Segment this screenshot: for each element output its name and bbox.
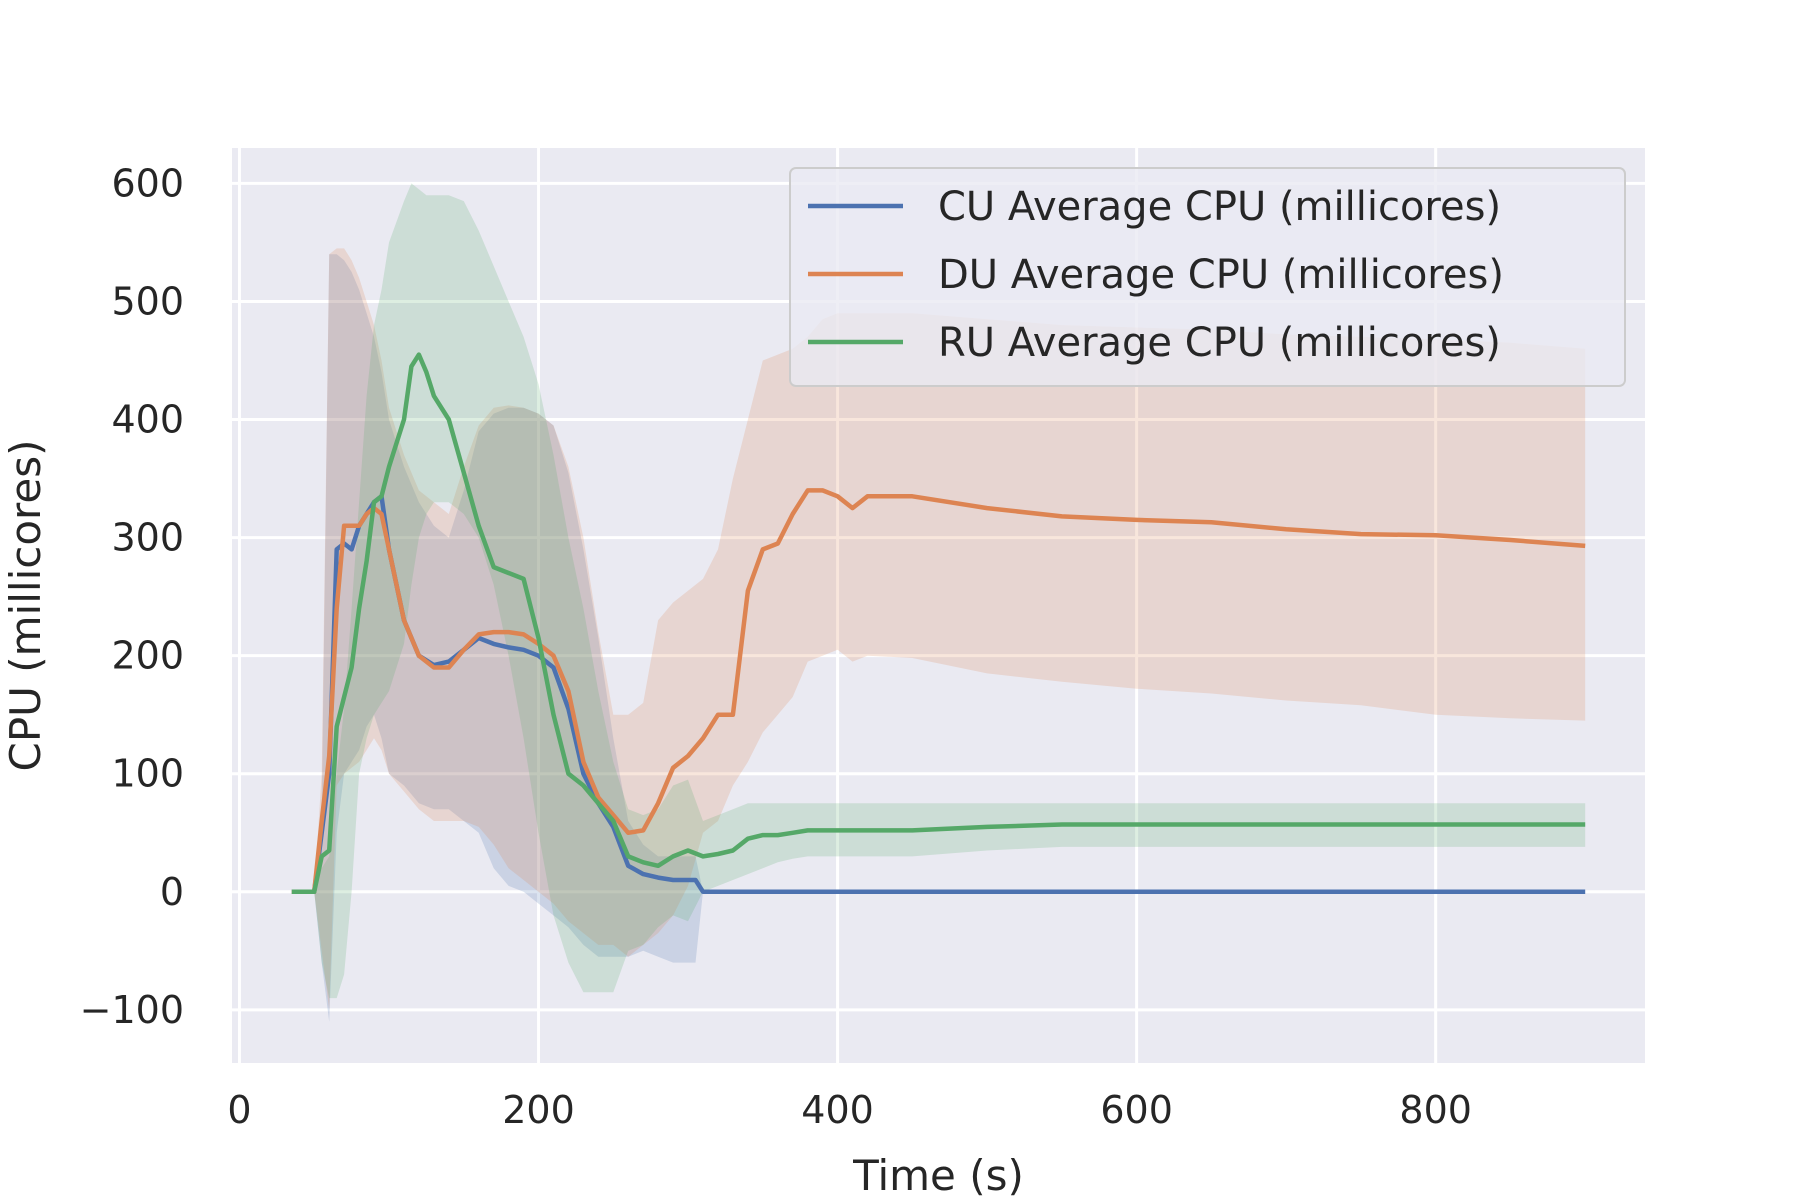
y-tick-label: −100: [80, 988, 184, 1032]
x-tick-label: 600: [1100, 1088, 1173, 1132]
y-tick-label: 500: [111, 279, 184, 323]
series-lines: [291, 352, 1586, 895]
legend-box: [789, 167, 1626, 387]
y-axis-label: CPU (millicores): [1, 440, 50, 772]
y-tick-label: 600: [111, 161, 184, 205]
legend-label-2: RU Average CPU (millicores): [938, 320, 1501, 366]
x-tick-label: 400: [801, 1088, 874, 1132]
x-tick-label: 800: [1399, 1088, 1472, 1132]
y-tick-labels: −100 0 100 200 300 400 500 600: [80, 161, 184, 1031]
legend: CU Average CPU (millicores) DU Average CP…: [789, 167, 1626, 387]
y-tick-label: 100: [111, 752, 184, 796]
x-axis-label: Time (s): [852, 1151, 1024, 1200]
series-line-0: [291, 494, 1586, 895]
y-tick-label: 400: [111, 398, 184, 442]
y-tick-label: 300: [111, 516, 184, 560]
x-tick-label: 200: [502, 1088, 575, 1132]
y-tick-label: 0: [160, 870, 184, 914]
legend-items: CU Average CPU (millicores) DU Average CP…: [808, 184, 1504, 366]
legend-label-1: DU Average CPU (millicores): [938, 252, 1504, 298]
legend-label-0: CU Average CPU (millicores): [938, 184, 1501, 230]
y-tick-label: 200: [111, 634, 184, 678]
x-tick-label: 0: [227, 1088, 251, 1132]
series-line-2: [291, 352, 1586, 895]
x-tick-labels: 0 200 400 600 800: [227, 1088, 1472, 1132]
confidence-band-2: [291, 183, 1586, 999]
